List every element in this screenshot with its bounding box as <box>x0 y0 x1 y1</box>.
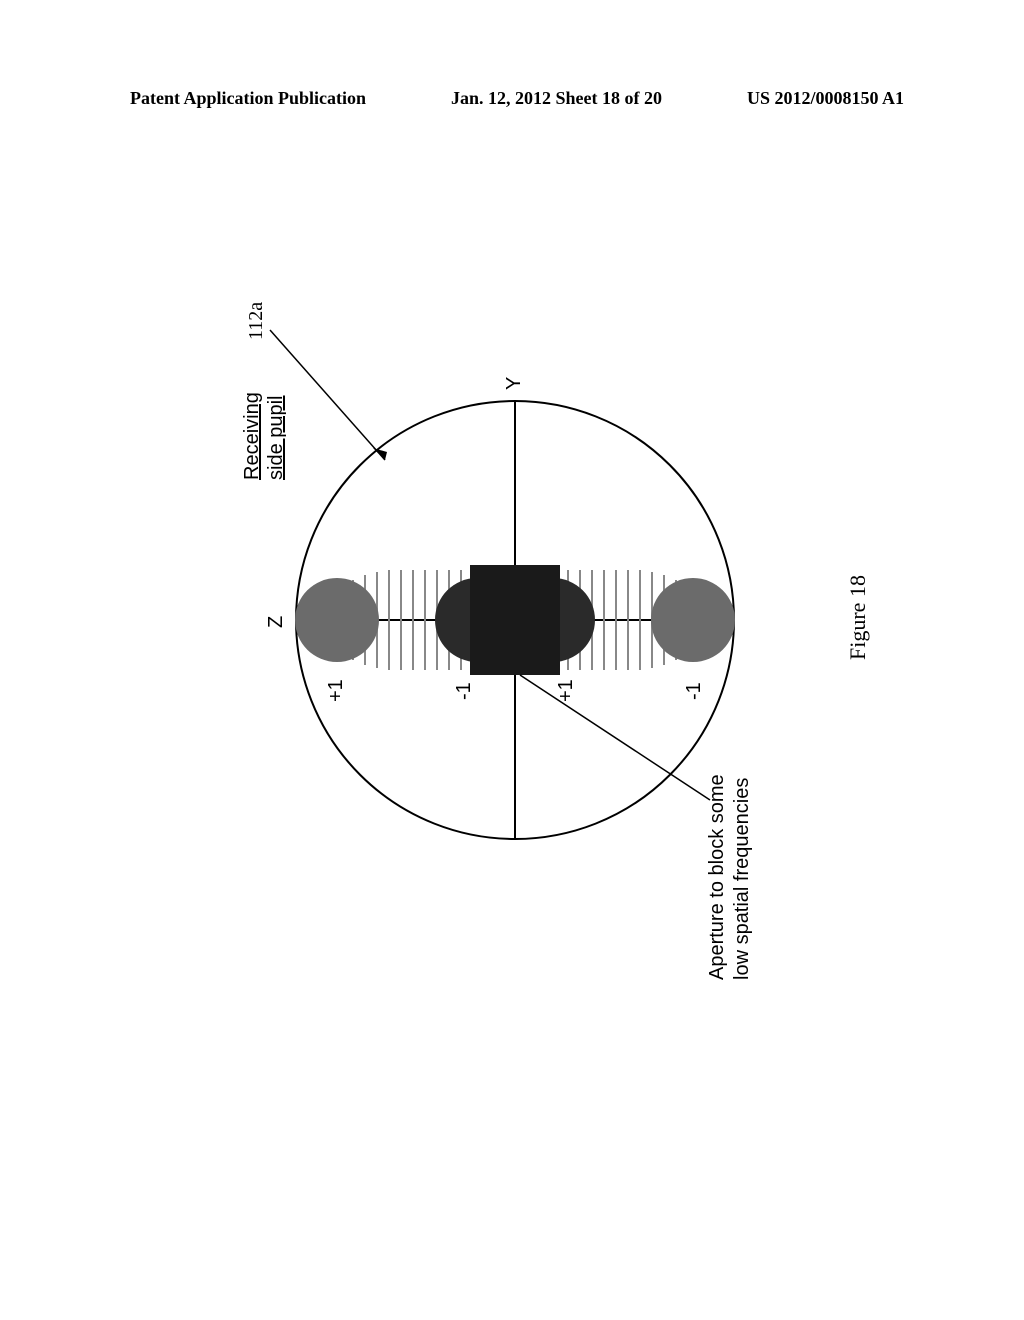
ref-arrow-112a <box>265 320 395 470</box>
order-label-top: +1 <box>325 679 348 702</box>
header-right: US 2012/0008150 A1 <box>747 88 904 109</box>
z-axis-label: Z <box>265 616 288 628</box>
figure-18: Z Y +1 -1 +1 -1 Receiving side pupil 112… <box>125 230 905 1010</box>
order-label-upper: -1 <box>453 682 476 700</box>
figure-caption: Figure 18 <box>845 575 871 660</box>
aperture-block <box>470 565 560 675</box>
aperture-leader-line <box>515 660 715 810</box>
page-header: Patent Application Publication Jan. 12, … <box>0 88 1024 109</box>
header-center: Jan. 12, 2012 Sheet 18 of 20 <box>451 88 662 109</box>
y-axis-label: Y <box>503 377 526 390</box>
order-top-outer <box>295 578 379 662</box>
order-bottom-outer <box>651 578 735 662</box>
header-left: Patent Application Publication <box>130 88 366 109</box>
